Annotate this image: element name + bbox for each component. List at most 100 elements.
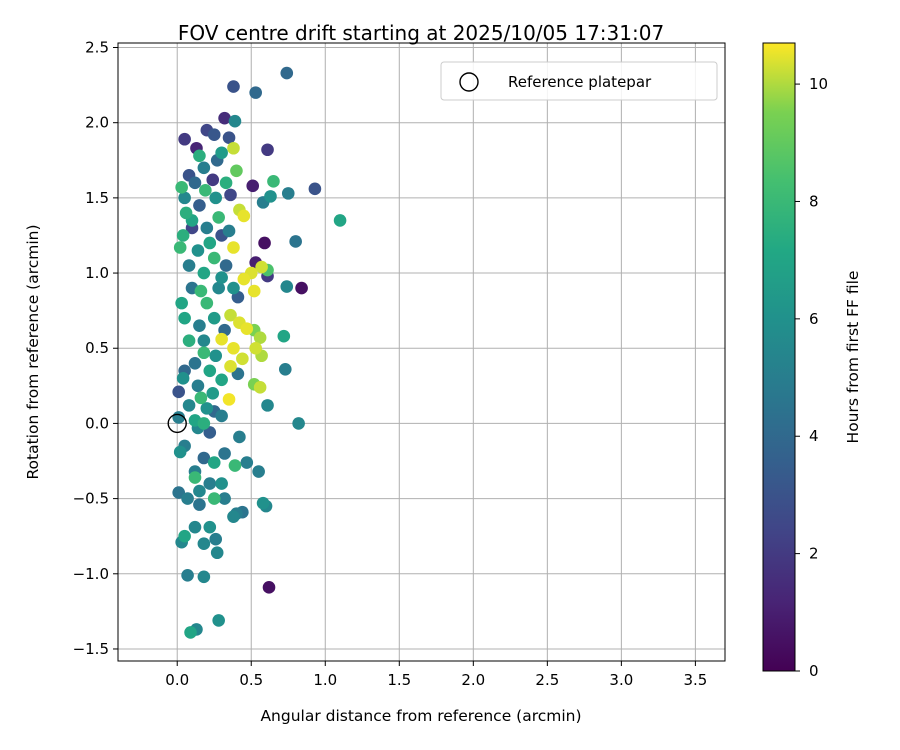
data-point bbox=[280, 280, 294, 293]
colorbar-label: Hours from first FF file bbox=[844, 271, 862, 444]
colorbar-gradient bbox=[762, 42, 796, 672]
data-point bbox=[247, 284, 261, 298]
data-point bbox=[237, 272, 251, 286]
data-point bbox=[227, 80, 240, 93]
data-point bbox=[236, 352, 249, 366]
data-point bbox=[227, 510, 240, 523]
data-point bbox=[252, 465, 265, 478]
data-point bbox=[227, 241, 240, 254]
data-point bbox=[207, 311, 221, 325]
colorbar-tick-label: 6 bbox=[809, 310, 819, 328]
data-point bbox=[289, 235, 302, 248]
data-point bbox=[173, 241, 187, 254]
x-tick-label: 0.0 bbox=[165, 671, 189, 689]
data-point bbox=[212, 614, 225, 627]
data-point bbox=[215, 271, 228, 284]
data-point bbox=[219, 176, 233, 190]
x-tick-label: 1.0 bbox=[313, 671, 337, 689]
data-point bbox=[333, 214, 347, 227]
data-point bbox=[193, 199, 206, 212]
data-point bbox=[179, 206, 193, 220]
colorbar-tick-label: 2 bbox=[809, 545, 819, 563]
data-point bbox=[173, 445, 187, 459]
y-axis-ticks: −1.5 −1.0 −0.5 0.0 0.5 1.0 1.5 2.0 2.5 bbox=[73, 39, 118, 658]
y-axis-label: Rotation from reference (arcmin) bbox=[24, 224, 42, 479]
data-points bbox=[172, 66, 347, 639]
data-point bbox=[206, 387, 220, 400]
data-point bbox=[197, 417, 211, 430]
data-point bbox=[193, 319, 206, 332]
colorbar-ticks: 0 2 4 6 8 10 bbox=[795, 75, 828, 680]
data-point bbox=[218, 111, 231, 125]
data-point bbox=[212, 281, 225, 295]
data-point bbox=[191, 244, 205, 257]
data-point bbox=[193, 484, 206, 498]
y-tick-label: −1.0 bbox=[73, 565, 109, 583]
colorbar: 0 2 4 6 8 10 Hours from first FF file bbox=[762, 42, 862, 680]
y-tick-label: 0.0 bbox=[85, 414, 109, 432]
data-point bbox=[184, 626, 197, 639]
data-point bbox=[210, 546, 224, 560]
x-tick-label: 3.5 bbox=[683, 671, 707, 689]
data-point bbox=[227, 141, 240, 155]
y-tick-label: 2.0 bbox=[85, 114, 109, 132]
data-point bbox=[203, 364, 217, 378]
data-point bbox=[224, 359, 237, 373]
data-point bbox=[295, 281, 308, 295]
data-point bbox=[182, 399, 196, 412]
data-point bbox=[197, 570, 211, 584]
data-point bbox=[264, 190, 277, 203]
data-point bbox=[188, 520, 202, 534]
y-tick-label: −0.5 bbox=[73, 490, 109, 508]
data-point bbox=[222, 131, 236, 145]
data-point bbox=[267, 175, 280, 188]
data-point bbox=[200, 221, 214, 235]
data-point bbox=[218, 492, 231, 505]
x-tick-label: 2.5 bbox=[535, 671, 559, 689]
data-point bbox=[181, 568, 194, 582]
data-point bbox=[228, 459, 242, 472]
legend-label: Reference platepar bbox=[508, 73, 652, 91]
data-point bbox=[188, 176, 202, 190]
y-tick-label: 1.0 bbox=[85, 264, 109, 282]
data-point bbox=[178, 132, 191, 146]
data-point bbox=[182, 259, 196, 272]
data-point bbox=[215, 409, 228, 423]
data-point bbox=[203, 477, 217, 490]
data-point bbox=[224, 308, 237, 322]
data-point bbox=[249, 86, 262, 99]
data-point bbox=[197, 334, 211, 348]
data-point bbox=[222, 224, 236, 238]
data-point bbox=[255, 260, 268, 274]
legend-marker-icon bbox=[459, 72, 479, 92]
data-point bbox=[188, 356, 202, 370]
data-point bbox=[261, 143, 274, 157]
data-point bbox=[253, 331, 267, 345]
colorbar-tick-label: 10 bbox=[809, 75, 828, 93]
colorbar-tick-label: 0 bbox=[809, 662, 819, 680]
data-point bbox=[240, 322, 254, 335]
x-tick-label: 2.0 bbox=[461, 671, 485, 689]
x-tick-label: 3.0 bbox=[609, 671, 633, 689]
data-point bbox=[230, 164, 243, 178]
legend: Reference platepar bbox=[440, 61, 718, 101]
colorbar-tick-label: 8 bbox=[809, 192, 819, 210]
data-point bbox=[203, 426, 217, 439]
data-point bbox=[262, 581, 276, 594]
y-tick-label: 0.5 bbox=[85, 339, 109, 357]
data-point bbox=[188, 471, 202, 484]
data-point bbox=[277, 329, 291, 343]
data-point bbox=[207, 251, 221, 265]
data-point bbox=[249, 341, 262, 355]
y-tick-label: 2.5 bbox=[85, 39, 109, 57]
data-point bbox=[197, 266, 211, 280]
data-point bbox=[191, 379, 205, 393]
data-point bbox=[200, 296, 214, 310]
data-point bbox=[219, 259, 233, 272]
data-point bbox=[175, 296, 188, 310]
data-point bbox=[222, 393, 236, 406]
data-point bbox=[215, 373, 228, 387]
data-point bbox=[181, 492, 194, 505]
data-point bbox=[207, 456, 221, 469]
data-point bbox=[209, 349, 223, 363]
